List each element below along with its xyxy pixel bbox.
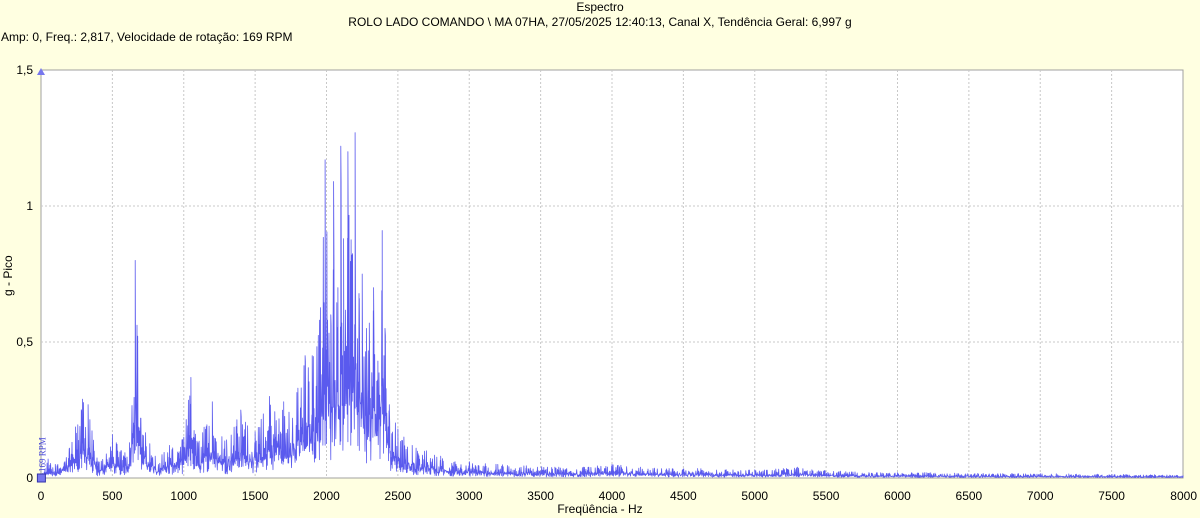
x-tick-label: 6500 bbox=[956, 489, 983, 503]
x-tick-label: 3500 bbox=[527, 489, 554, 503]
x-tick-label: 7000 bbox=[1027, 489, 1054, 503]
x-tick-label: 5500 bbox=[813, 489, 840, 503]
x-tick-label: 4000 bbox=[599, 489, 626, 503]
x-axis-label: Freqüência - Hz bbox=[557, 502, 643, 516]
x-tick-label: 8000 bbox=[1170, 489, 1197, 503]
y-tick-labels: 0 0,5 1 1,5 bbox=[16, 63, 33, 485]
x-tick-label: 2500 bbox=[385, 489, 412, 503]
cursor-handle-icon bbox=[36, 473, 46, 483]
x-tick-label: 7500 bbox=[1098, 489, 1125, 503]
x-tick-label: 6000 bbox=[884, 489, 911, 503]
rpm-marker-label: 169 RPM bbox=[37, 437, 47, 472]
y-tick-label: 0,5 bbox=[16, 335, 33, 349]
spectrum-series bbox=[40, 132, 1184, 478]
spectrum-line bbox=[40, 132, 1184, 478]
x-tick-label: 500 bbox=[102, 489, 122, 503]
y-tick-label: 0 bbox=[26, 471, 33, 485]
y-tick-label: 1 bbox=[26, 199, 33, 213]
x-tick-labels: 0 500 1000 1500 2000 2500 3000 3500 4000 4500 5000… bbox=[38, 489, 1198, 503]
chart-subtitle: ROLO LADO COMANDO \ MA 07HA, 27/05/2025 … bbox=[348, 15, 852, 29]
x-tick-label: 3000 bbox=[456, 489, 483, 503]
chart-header: Espectro ROLO LADO COMANDO \ MA 07HA, 27… bbox=[0, 0, 1200, 30]
scale-handle-icon bbox=[37, 68, 45, 75]
x-tick-label: 4500 bbox=[670, 489, 697, 503]
x-tick-label: 0 bbox=[38, 489, 45, 503]
x-tick-label: 1500 bbox=[242, 489, 269, 503]
grid-lines bbox=[41, 70, 1183, 478]
x-tick-label: 1000 bbox=[170, 489, 197, 503]
cursor-readout: Amp: 0, Freq.: 2,817, Velocidade de rota… bbox=[1, 30, 293, 44]
cursor-markers[interactable]: 169 RPM bbox=[36, 68, 47, 483]
x-tick-label: 2000 bbox=[313, 489, 340, 503]
chart-title: Espectro bbox=[576, 0, 624, 14]
y-tick-label: 1,5 bbox=[16, 63, 33, 77]
x-tick-label: 5000 bbox=[741, 489, 768, 503]
